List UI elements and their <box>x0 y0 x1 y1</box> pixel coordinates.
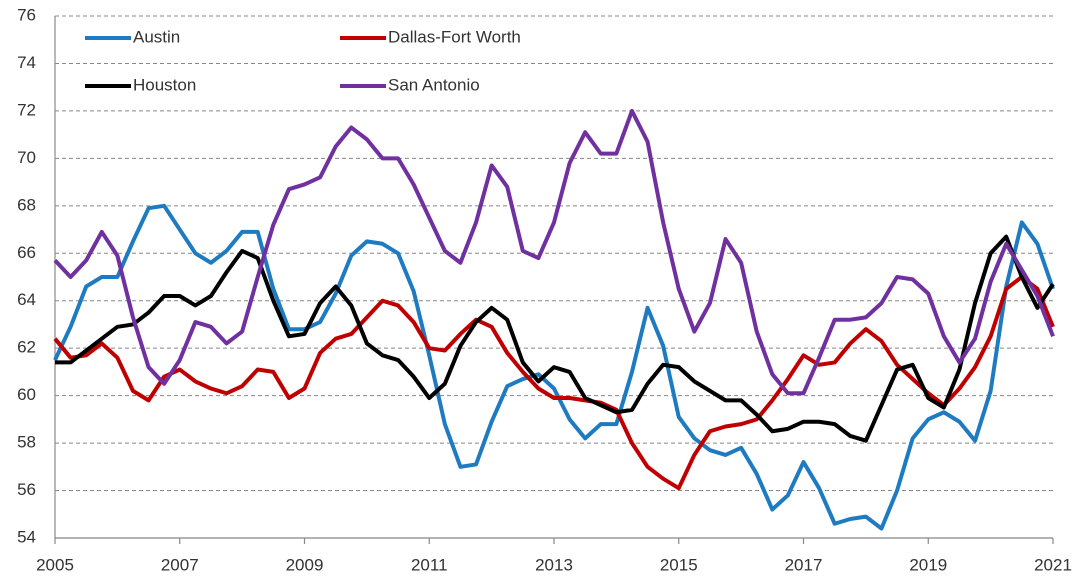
y-tick-label: 68 <box>17 195 36 214</box>
legend-label: San Antonio <box>388 75 480 94</box>
x-tick-label: 2011 <box>411 555 448 574</box>
y-tick-label: 76 <box>17 5 36 24</box>
legend-label: Dallas-Fort Worth <box>388 27 521 46</box>
y-tick-label: 72 <box>17 100 36 119</box>
series-line <box>53 203 1055 531</box>
series-line <box>53 108 1055 396</box>
x-tick-label: 2013 <box>535 555 573 574</box>
series-line <box>53 275 1055 491</box>
x-tick-label: 2009 <box>286 555 324 574</box>
y-tick-label: 54 <box>17 527 36 546</box>
x-tick-label: 2021 <box>1034 555 1072 574</box>
y-tick-label: 70 <box>17 148 36 167</box>
legend-label: Houston <box>133 75 196 94</box>
x-tick-label: 2017 <box>785 555 823 574</box>
series-line <box>55 234 1055 443</box>
x-tick-label: 2015 <box>660 555 698 574</box>
x-tick-label: 2019 <box>909 555 947 574</box>
x-tick-label: 2005 <box>36 555 74 574</box>
y-tick-label: 74 <box>17 53 36 72</box>
x-tick-label: 2007 <box>161 555 199 574</box>
y-tick-label: 62 <box>17 338 36 357</box>
y-tick-label: 66 <box>17 243 36 262</box>
y-tick-label: 56 <box>17 480 36 499</box>
y-tick-label: 58 <box>17 433 36 452</box>
y-tick-label: 64 <box>17 290 36 309</box>
y-tick-label: 60 <box>17 385 36 404</box>
legend-label: Austin <box>133 27 180 46</box>
